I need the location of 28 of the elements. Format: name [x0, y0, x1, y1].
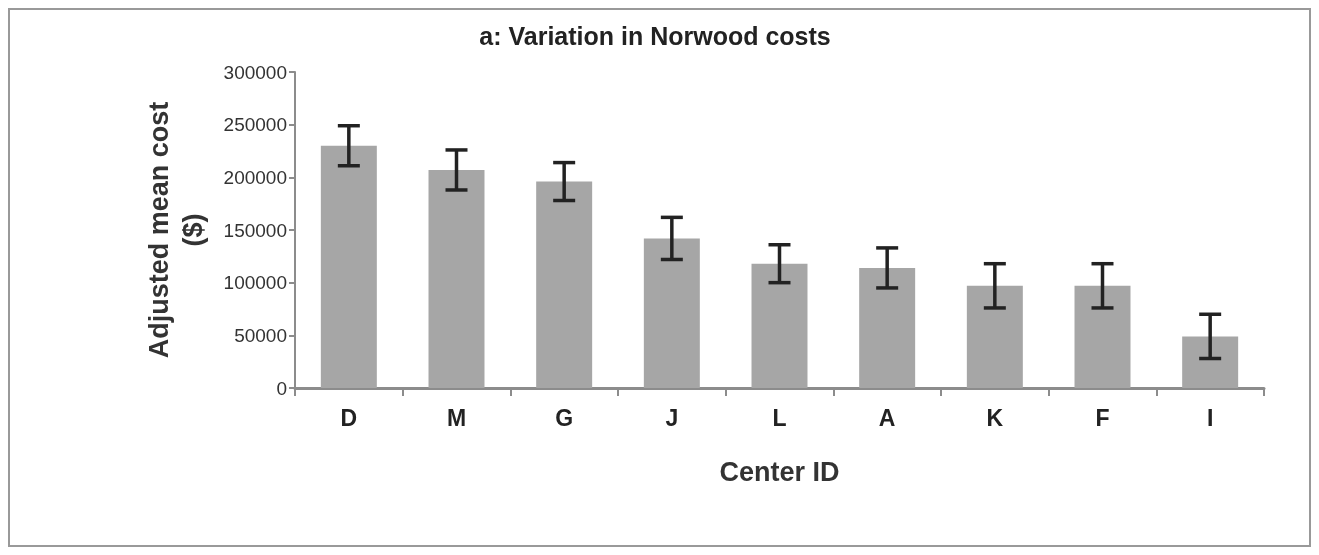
bar	[1182, 336, 1239, 388]
y-tick-label: 50000	[234, 324, 287, 346]
y-tick-label: 100000	[223, 272, 287, 294]
bar	[643, 238, 700, 388]
y-tick-label: 150000	[223, 219, 287, 241]
y-tick-label: 300000	[223, 61, 287, 83]
x-tick-label: K	[986, 404, 1004, 431]
x-tick-label: D	[340, 404, 358, 431]
x-tick-label: F	[1095, 404, 1110, 431]
y-tick-label: 250000	[223, 114, 287, 136]
x-tick-label: A	[878, 404, 896, 431]
x-tick-label: I	[1206, 404, 1214, 431]
y-tick-label: 200000	[223, 166, 287, 188]
bar	[320, 145, 377, 388]
chart-title: a: Variation in Norwood costs	[479, 21, 831, 50]
y-axis-title: Adjusted mean cost ($)	[144, 101, 208, 359]
bar	[966, 285, 1023, 388]
x-tick-label: J	[665, 404, 679, 431]
bar	[859, 267, 916, 388]
bar	[536, 181, 593, 388]
x-tick-label: L	[772, 404, 787, 431]
x-tick-label: M	[446, 404, 467, 431]
bar	[751, 263, 808, 388]
x-tick-label: G	[555, 404, 574, 431]
y-tick-label: 0	[276, 377, 287, 399]
bar	[1074, 285, 1131, 388]
bar	[428, 169, 485, 388]
x-axis-title: Center ID	[719, 456, 840, 487]
